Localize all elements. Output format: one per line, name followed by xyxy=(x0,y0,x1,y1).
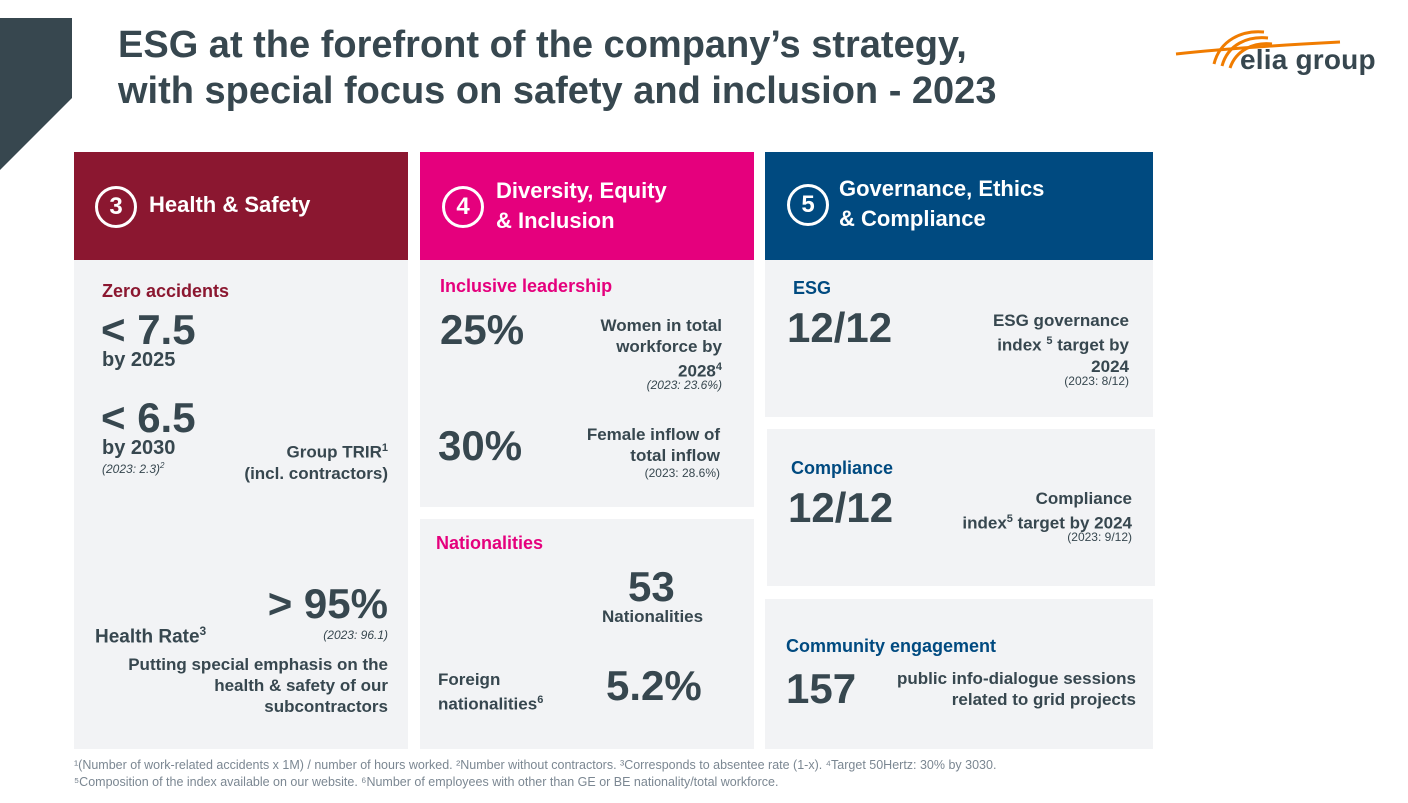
compliance-index-note: (2023: 9/12) xyxy=(1067,530,1132,544)
foreign-nationalities-value: 5.2% xyxy=(606,662,702,709)
zero-accidents-label: Zero accidents xyxy=(102,281,230,301)
esg-index-value: 12/12 xyxy=(787,304,893,351)
diversity-title-line2: & Inclusion xyxy=(496,208,615,233)
esg-sup: 5 xyxy=(1046,335,1053,347)
esg-panel: ESG 12/12 ESG governance index 5 target … xyxy=(765,260,1153,417)
health-rate-value: > 95% xyxy=(267,580,388,627)
diversity-number-badge: 4 xyxy=(442,186,484,228)
esg-line3: 2024 xyxy=(1091,356,1129,376)
group-trir-label: Group TRIR1 (incl. contractors) xyxy=(244,438,388,484)
health-safety-panel: Zero accidents < 7.5 by 2025 < 6.5 by 20… xyxy=(74,260,408,749)
trir-label-line2: (incl. contractors) xyxy=(244,463,388,483)
logo-text: elia group xyxy=(1240,44,1376,75)
esg-index-note: (2023: 8/12) xyxy=(1064,374,1129,388)
governance-title-line1: Governance, Ethics xyxy=(839,176,1045,201)
compliance-label: Compliance xyxy=(791,458,894,478)
logo-swoosh-icon xyxy=(1175,30,1341,69)
comp-line1: Compliance xyxy=(1035,489,1132,508)
page-title: ESG at the forefront of the company’s st… xyxy=(118,22,1138,114)
women-sup: 4 xyxy=(715,361,722,373)
nationalities-panel: Nationalities 53 Nationalities Foreign n… xyxy=(420,519,754,749)
trir-2030-value: < 6.5 xyxy=(101,394,196,441)
trir-2030-year: by 2030 xyxy=(102,437,176,459)
health-rate-label: Health Rate3 xyxy=(95,624,206,648)
title-line-2: with special focus on safety and inclusi… xyxy=(118,70,997,112)
health-title: Health & Safety xyxy=(149,192,311,217)
women-workforce-value: 25% xyxy=(440,306,525,353)
governance-title-line2: & Compliance xyxy=(839,206,986,231)
community-sessions-value: 157 xyxy=(786,665,857,712)
emphasis-line2: health & safety of our xyxy=(214,676,388,695)
health-rate-text: Health Rate xyxy=(95,626,200,648)
esg-index-label: ESG governance index 5 target by 2024 xyxy=(993,310,1129,377)
women-line1: Women in total xyxy=(600,316,722,335)
female-inflow-label: Female inflow of total inflow xyxy=(587,424,720,466)
emphasis-line3: subcontractors xyxy=(264,697,388,716)
compliance-index-value: 12/12 xyxy=(788,484,894,531)
diversity-header: 4 Diversity, Equity & Inclusion xyxy=(420,152,754,260)
trir-2025-year: by 2025 xyxy=(102,349,176,371)
trir-note-sup: 2 xyxy=(160,461,165,470)
governance-header: 5 Governance, Ethics & Compliance xyxy=(765,152,1153,260)
title-line-1: ESG at the forefront of the company’s st… xyxy=(118,24,967,66)
comp-line2a: index xyxy=(962,513,1007,533)
health-number-badge: 3 xyxy=(95,186,137,228)
nationalities-caption: Nationalities xyxy=(602,607,704,626)
esg-line1: ESG governance xyxy=(992,311,1129,330)
governance-title: Governance, Ethics & Compliance xyxy=(839,174,1044,234)
nationalities-label: Nationalities xyxy=(436,533,544,553)
subcontractors-emphasis: Putting special emphasis on the health &… xyxy=(128,654,388,717)
inflow-line1: Female inflow of xyxy=(586,425,720,444)
footnote-line2: ⁵Composition of the index available on o… xyxy=(74,775,779,789)
diversity-title-line1: Diversity, Equity xyxy=(496,178,667,203)
community-panel: Community engagement 157 public info-dia… xyxy=(765,599,1153,749)
inflow-line2: total inflow xyxy=(630,446,720,465)
nationalities-count: 53 xyxy=(628,563,675,610)
governance-number-badge: 5 xyxy=(787,184,829,226)
comp-sup: 5 xyxy=(1006,513,1013,525)
trir-note-text: (2023: 2.3) xyxy=(102,462,161,476)
esg-label: ESG xyxy=(793,278,832,298)
women-workforce-note: (2023: 23.6%) xyxy=(646,378,722,392)
comm-line2: related to grid projects xyxy=(951,690,1136,709)
comm-line1: public info-dialogue sessions xyxy=(897,669,1136,688)
health-rate-note: (2023: 96.1) xyxy=(323,628,388,642)
inclusive-leadership-panel: Inclusive leadership 25% Women in total … xyxy=(420,260,754,507)
esg-line2a: index xyxy=(997,335,1042,355)
inclusive-leadership-label: Inclusive leadership xyxy=(440,276,613,296)
foreign-line1: Foreign xyxy=(438,670,501,689)
trir-2030-note: (2023: 2.3)2 xyxy=(102,461,165,476)
community-sessions-label: public info-dialogue sessions related to… xyxy=(897,668,1136,710)
emphasis-line1: Putting special emphasis on the xyxy=(128,655,388,674)
corner-decoration xyxy=(0,18,72,170)
compliance-panel: Compliance 12/12 Compliance index5 targe… xyxy=(767,429,1155,586)
foreign-nationalities-label: Foreign nationalities6 xyxy=(438,669,543,715)
comp-line2b: target by 2024 xyxy=(1017,513,1132,533)
company-logo: elia group xyxy=(1172,24,1392,84)
esg-line2b: target by xyxy=(1057,335,1129,355)
trir-label-sup: 1 xyxy=(381,442,388,454)
women-line2: workforce by xyxy=(616,337,722,356)
female-inflow-value: 30% xyxy=(438,422,523,469)
women-workforce-label: Women in total workforce by 20284 xyxy=(600,315,722,382)
diversity-title: Diversity, Equity & Inclusion xyxy=(496,176,667,236)
trir-2025-value: < 7.5 xyxy=(101,306,196,353)
foreign-sup: 6 xyxy=(537,694,544,706)
female-inflow-note: (2023: 28.6%) xyxy=(644,466,720,480)
health-rate-sup: 3 xyxy=(199,624,207,638)
compliance-index-label: Compliance index5 target by 2024 xyxy=(962,488,1132,534)
health-safety-header: 3 Health & Safety xyxy=(74,152,408,260)
foreign-line2: nationalities xyxy=(438,694,538,714)
community-label: Community engagement xyxy=(786,636,997,656)
footnote-line1: ¹(Number of work-related accidents x 1M)… xyxy=(74,758,997,772)
women-line3: 2028 xyxy=(678,361,716,381)
trir-label-line1: Group TRIR xyxy=(286,442,382,462)
